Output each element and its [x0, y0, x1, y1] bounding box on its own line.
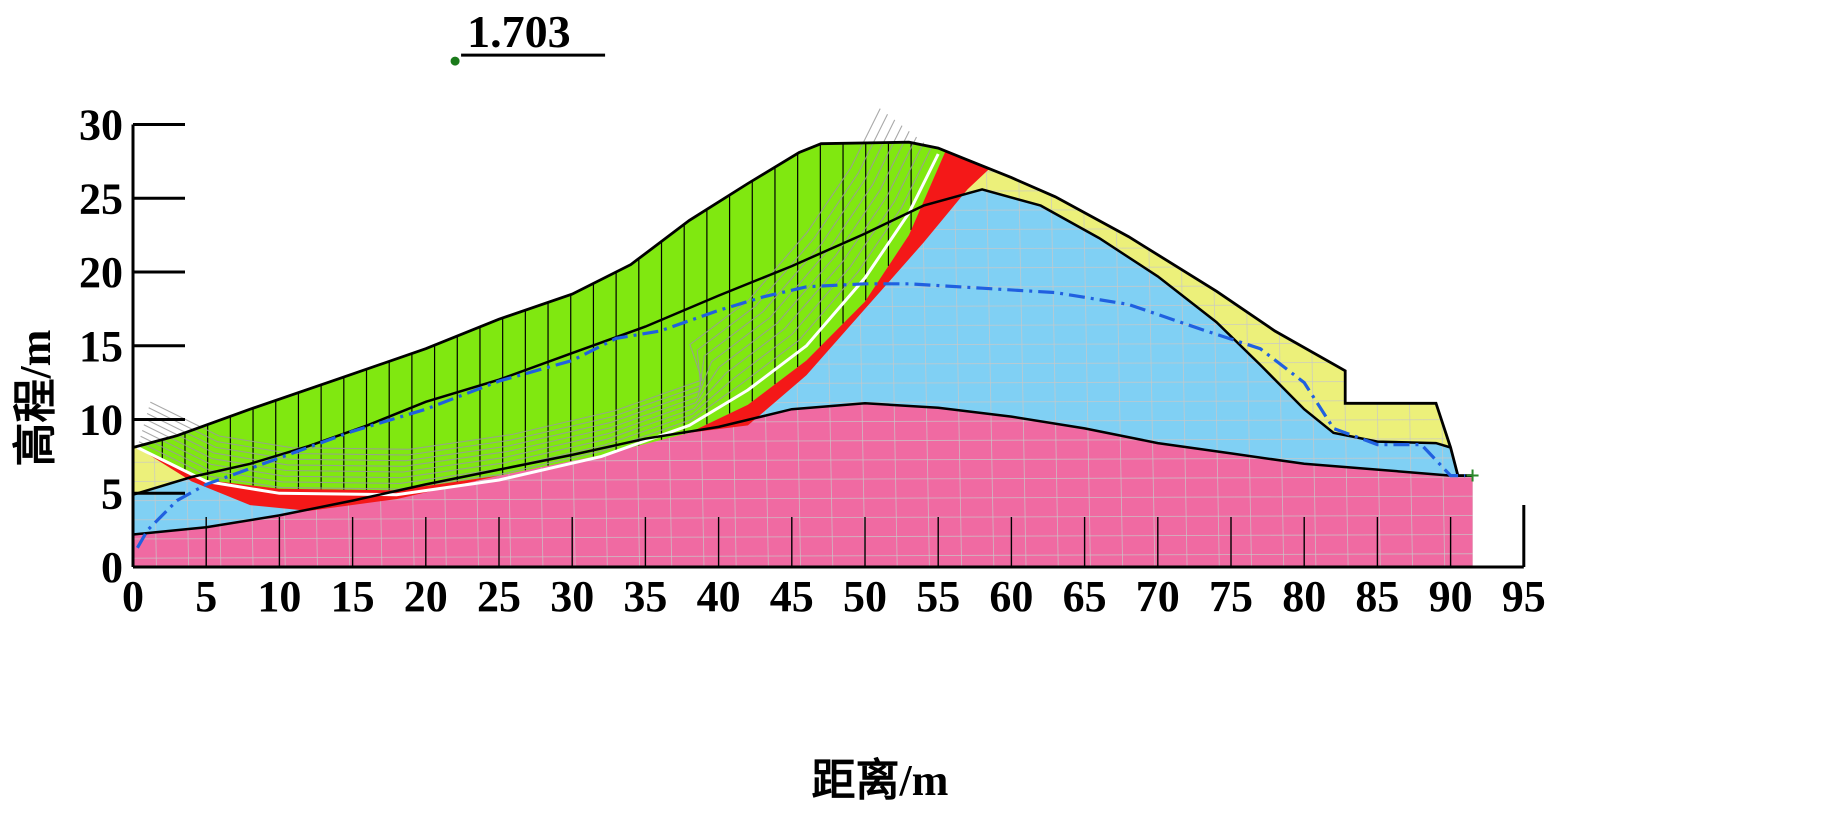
slope-outline: [132, 140, 1473, 477]
y-tick-label: 30: [79, 101, 123, 150]
water-table-line: [136, 282, 1466, 549]
y-tick-label: 15: [79, 322, 123, 371]
x-tick-label: 5: [195, 572, 217, 621]
factor-of-safety-value: 1.703: [467, 6, 570, 57]
mesh-line: [984, 142, 995, 567]
x-tick-label: 35: [623, 572, 667, 621]
x-tick-label: 65: [1063, 572, 1107, 621]
trial-slip-curve: [140, 142, 925, 484]
trial-slip-curve: [141, 136, 917, 479]
x-tick-label: 0: [122, 572, 144, 621]
axes: 0 5 10 15 20 25 30 0 5 10 15 20 25 30 35 40 45 50 55 60 65 70…: [79, 101, 1546, 622]
mesh-line: [133, 514, 1473, 521]
x-tick-label: 90: [1429, 572, 1473, 621]
x-tick-label: 75: [1209, 572, 1253, 621]
y-axis-title: 高程/m: [11, 330, 60, 467]
x-tick-label: 20: [404, 572, 448, 621]
x-tick-label: 15: [331, 572, 375, 621]
y-tick-label: 0: [101, 543, 123, 592]
trial-slip-curve: [150, 108, 881, 450]
x-tick-label: 30: [550, 572, 594, 621]
trial-slip-curve: [148, 113, 888, 456]
bedrock-boundary: [132, 402, 1473, 536]
x-tick-label: 40: [697, 572, 741, 621]
x-axis-title: 距离/m: [812, 756, 949, 805]
y-tick-label: 20: [79, 248, 123, 297]
x-tick-label: 25: [477, 572, 521, 621]
factor-of-safety-label: 1.703: [450, 6, 606, 66]
bedrock-layer: [133, 403, 1473, 567]
mesh-line: [133, 132, 1480, 136]
x-tick-label: 80: [1282, 572, 1326, 621]
mesh-line: [133, 534, 1473, 540]
y-tick-label: 5: [101, 469, 123, 518]
y-tick-label: 10: [79, 396, 123, 445]
trial-slip-curve: [138, 148, 932, 490]
x-tick-label: 70: [1136, 572, 1180, 621]
x-tick-label: 10: [257, 572, 301, 621]
toe-point-marker: [1466, 469, 1479, 482]
critical-slip-surface: [136, 153, 940, 497]
x-tick-label: 45: [770, 572, 814, 621]
x-tick-label: 60: [989, 572, 1033, 621]
trial-slip-curve: [146, 119, 896, 462]
slip-center-marker: [450, 56, 460, 66]
trial-slip-curve: [145, 125, 903, 467]
sliding-mass-cover: [133, 142, 946, 491]
x-tick-label: 95: [1502, 572, 1546, 621]
x-tick-label: 50: [843, 572, 887, 621]
x-tick-label: 55: [916, 572, 960, 621]
y-tick-label: 25: [79, 174, 123, 223]
mesh-line: [133, 553, 1473, 559]
x-tick-label: 85: [1355, 572, 1399, 621]
cross-section: [132, 108, 1480, 567]
